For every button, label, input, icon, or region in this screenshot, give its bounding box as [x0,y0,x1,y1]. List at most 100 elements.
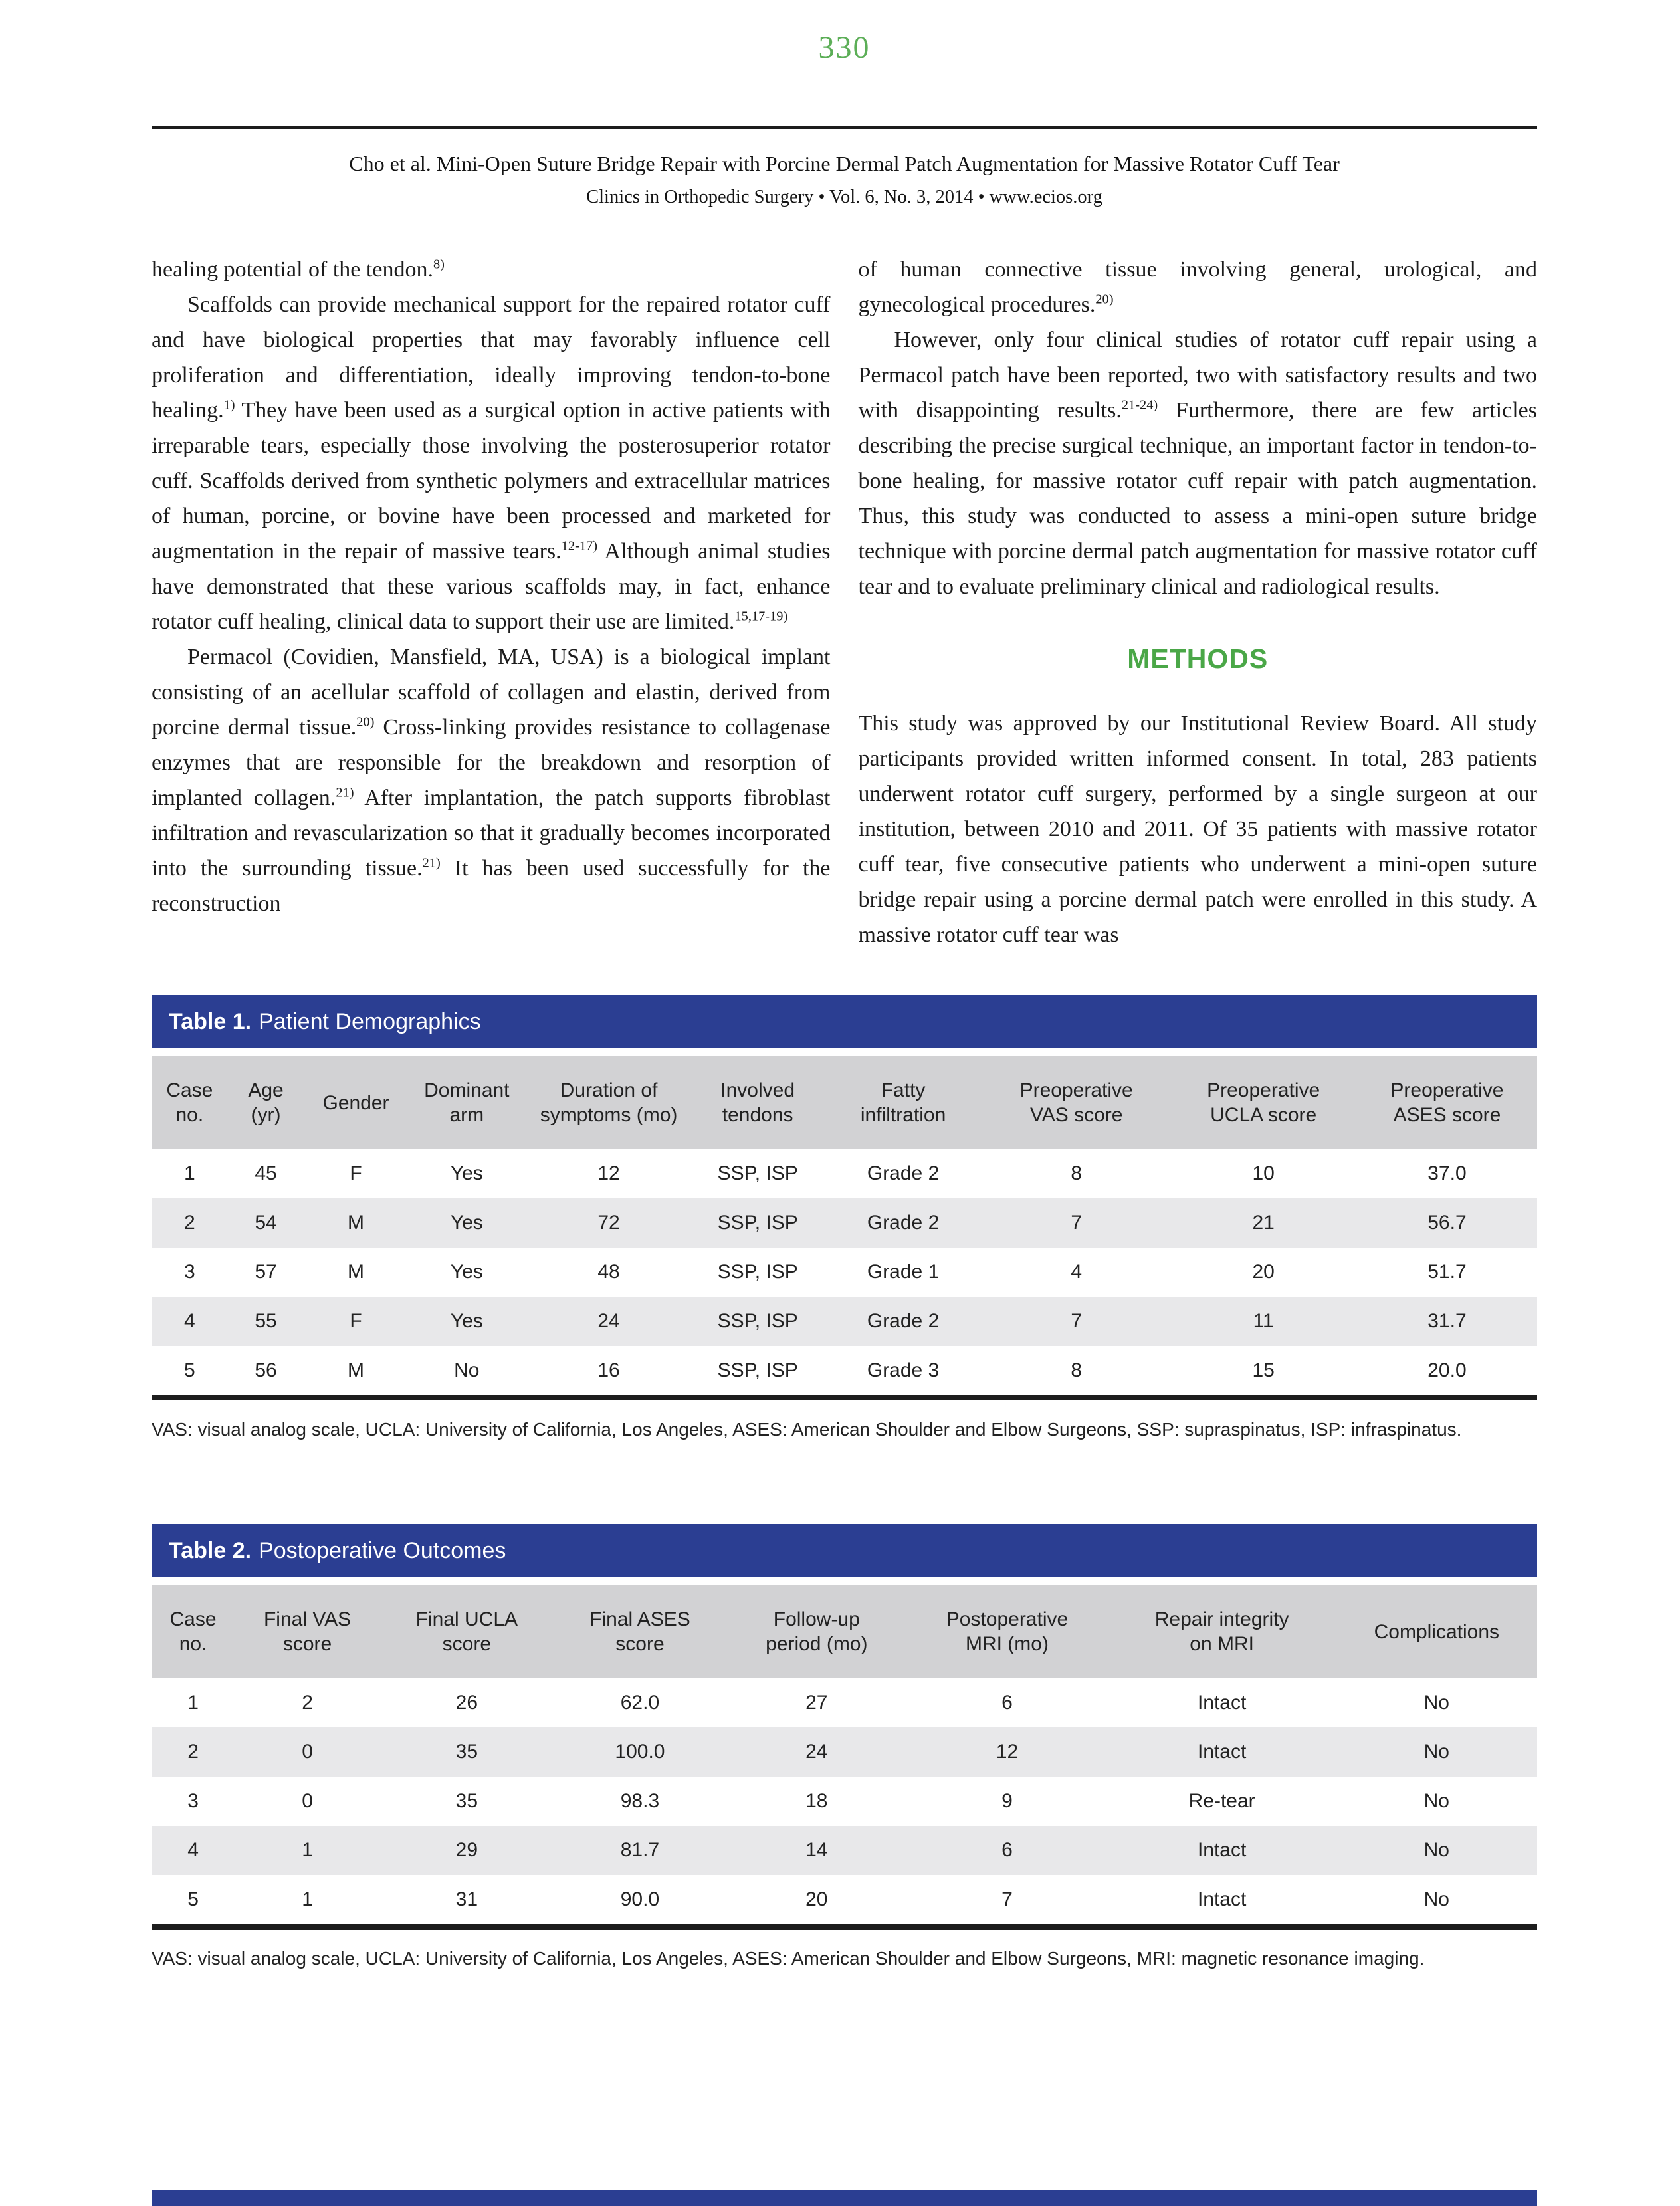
table-cell: 2 [187,1741,199,1763]
table1-label: Table 1. [169,1008,252,1034]
table-cell: 35 [455,1790,478,1812]
column-header: Repair integrity on MRI [1107,1585,1336,1678]
table-cell: Yes [450,1212,483,1234]
table-cell: M [348,1261,365,1283]
table-cell: Grade 2 [867,1162,940,1184]
table-cell: M [348,1359,365,1381]
column-header: Preoperative UCLA score [1170,1056,1357,1149]
table-cell: 1 [302,1888,313,1910]
table-cell: SSP, ISP [717,1261,798,1283]
table-cell: 1 [187,1692,199,1713]
column-header: Preoperative VAS score [982,1056,1170,1149]
table-cell: 16 [597,1359,620,1381]
table-cell: 20 [805,1888,828,1910]
table-cell: 18 [805,1790,828,1812]
table-cell: 6 [1001,1839,1013,1861]
table-cell: 24 [805,1741,828,1763]
next-table-bar-cutoff [152,2190,1537,2206]
table-cell: Intact [1197,1888,1247,1910]
left-column: healing potential of the tendon.8) Scaffo… [152,252,831,952]
column-header: Final ASES score [553,1585,727,1678]
table-cell: 26 [455,1692,478,1713]
table-cell: No [1423,1692,1449,1713]
table-cell: 11 [1253,1310,1274,1332]
table-row: 5 56 M No 16 SSP, ISP Grade 3 8 15 20.0 [152,1346,1537,1398]
table-cell: 31 [455,1888,478,1910]
table-cell: 1 [183,1162,195,1184]
table-cell: 56.7 [1427,1212,1467,1234]
body-paragraph: healing potential of the tendon.8) [152,257,445,282]
table-cell: 3 [183,1261,195,1283]
body-paragraph: However, only four clinical studies of r… [858,328,1538,599]
section-heading: METHODS [1127,643,1269,674]
table-row: 4 1 29 81.7 14 6 Intact No [152,1826,1537,1875]
table-cell: 8 [1071,1162,1083,1184]
column-header: Gender [304,1056,408,1149]
table2-title: Postoperative Outcomes [259,1537,506,1563]
table2-title-bar: Table 2. Postoperative Outcomes [152,1524,1537,1577]
table-header-row: Case no. Age (yr) Gender Dominant arm Durati… [152,1056,1537,1149]
table-cell: 2 [302,1692,313,1713]
table-cell: No [1423,1888,1449,1910]
page-number: 330 [818,30,871,65]
column-header: Follow-up period (mo) [726,1585,907,1678]
table-cell: Intact [1197,1741,1247,1763]
table-cell: 90.0 [620,1888,660,1910]
table-cell: Grade 3 [867,1359,940,1381]
table-cell: Intact [1197,1839,1247,1861]
table-cell: 8 [1071,1359,1083,1381]
table-cell: 7 [1071,1212,1083,1234]
table-cell: SSP, ISP [717,1162,798,1184]
table-cell: 51.7 [1427,1261,1467,1283]
table-cell: 57 [255,1261,277,1283]
table-cell: 20 [1252,1261,1275,1283]
column-header: Final VAS score [235,1585,381,1678]
column-header: Dominant arm [407,1056,526,1149]
body-columns: healing potential of the tendon.8) Scaffo… [152,252,1537,952]
table-cell: 7 [1001,1888,1013,1910]
table-row: 5 1 31 90.0 20 7 Intact No [152,1875,1537,1927]
table1-footnote: VAS: visual analog scale, UCLA: Universi… [152,1419,1462,1440]
table-header-row: Case no. Final VAS score Final UCLA score F… [152,1585,1537,1678]
column-header: Postoperative MRI (mo) [906,1585,1108,1678]
column-header: Involved tendons [692,1056,824,1149]
table-cell: SSP, ISP [717,1359,798,1381]
table-cell: 35 [455,1741,478,1763]
table-cell: Grade 2 [867,1212,940,1234]
right-column: of human connective tissue involving gen… [859,252,1538,952]
table-cell: 20.0 [1427,1359,1467,1381]
body-paragraph: Scaffolds can provide mechanical support… [152,292,831,634]
table-cell: 6 [1001,1692,1013,1713]
table-cell: Yes [450,1310,483,1332]
table-cell: 81.7 [620,1839,660,1861]
table-cell: 48 [597,1261,620,1283]
table-cell: 9 [1001,1790,1013,1812]
table-cell: 24 [597,1310,620,1332]
table-cell: 98.3 [620,1790,660,1812]
column-header: Age (yr) [227,1056,304,1149]
table-cell: 55 [255,1310,277,1332]
table-cell: No [1423,1839,1449,1861]
table-row: 3 0 35 98.3 18 9 Re-tear No [152,1777,1537,1826]
postoperative-outcomes-table: Case no. Final VAS score Final UCLA score F… [152,1585,1537,1930]
table-cell: 21 [1252,1212,1275,1234]
table-cell: SSP, ISP [717,1212,798,1234]
table-cell: F [350,1310,362,1332]
table-cell: 29 [455,1839,478,1861]
table-cell: 12 [597,1162,620,1184]
journal-citation-line: Clinics in Orthopedic Surgery • Vol. 6, … [586,187,1102,207]
table-cell: No [1423,1741,1449,1763]
column-header: Final UCLA score [380,1585,554,1678]
table-cell: SSP, ISP [717,1310,798,1332]
table-cell: 4 [1071,1261,1083,1283]
column-header: Complications [1336,1585,1537,1678]
table-cell: 1 [302,1839,313,1861]
table1-block: Table 1. Patient Demographics Case no. Ag… [152,995,1537,1442]
table-row: 4 55 F Yes 24 SSP, ISP Grade 2 7 11 31.7 [152,1297,1537,1346]
table-cell: 10 [1252,1162,1275,1184]
table-cell: 14 [805,1839,828,1861]
table-cell: 0 [302,1741,313,1763]
table-cell: 15 [1252,1359,1275,1381]
table-cell: 4 [187,1839,199,1861]
